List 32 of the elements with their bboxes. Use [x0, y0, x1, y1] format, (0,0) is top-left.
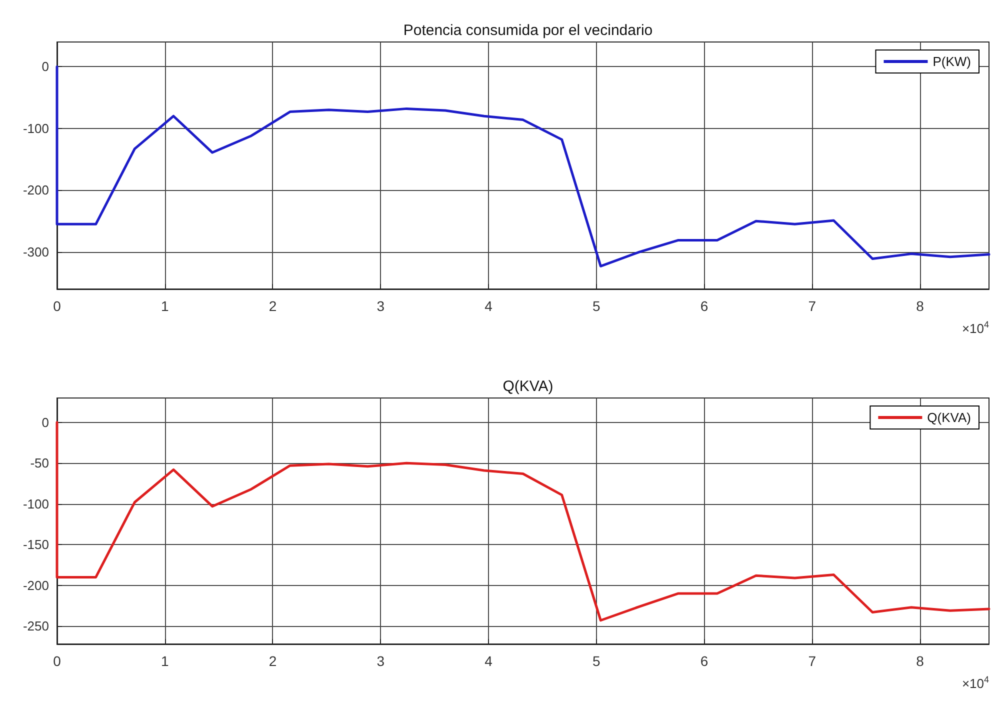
y-tick-label: -200	[22, 578, 49, 593]
y-tick-label: 0	[42, 59, 49, 74]
x-tick-label: 4	[484, 653, 493, 669]
x-tick-label: 5	[592, 298, 600, 314]
x-tick-label: 0	[53, 298, 62, 314]
x-tick-label: 4	[484, 298, 493, 314]
x-tick-label: 1	[160, 653, 169, 669]
x-tick-label: 5	[592, 653, 600, 669]
x-tick-label: 1	[160, 298, 169, 314]
y-tick-label: 0	[42, 414, 49, 430]
chart-title: Potencia consumida por el vecindario	[403, 22, 653, 39]
x-tick-label: 6	[700, 298, 708, 314]
y-tick-label: -150	[22, 537, 49, 552]
x-tick-label: 0	[53, 653, 62, 669]
x-tick-label: 2	[268, 298, 277, 314]
y-tick-label: -200	[22, 182, 49, 198]
x-tick-label: 2	[268, 653, 277, 669]
y-tick-label: -250	[22, 618, 49, 634]
legend-label: P(KW)	[932, 54, 972, 69]
x-tick-label: 6	[700, 653, 708, 669]
x-tick-label: 3	[376, 653, 385, 669]
y-tick-label: -50	[30, 456, 49, 471]
x-tick-label: 7	[808, 653, 816, 669]
chart-title: Q(KVA)	[502, 378, 554, 395]
y-tick-label: -300	[22, 244, 49, 260]
x-tick-label: 7	[808, 298, 816, 314]
y-tick-label: -100	[22, 496, 49, 512]
x-tick-label: 8	[916, 298, 924, 314]
x-tick-label: 3	[376, 298, 385, 314]
y-tick-label: -100	[22, 120, 49, 136]
x-tick-label: 8	[916, 653, 924, 669]
legend-label: Q(KVA)	[927, 410, 972, 425]
